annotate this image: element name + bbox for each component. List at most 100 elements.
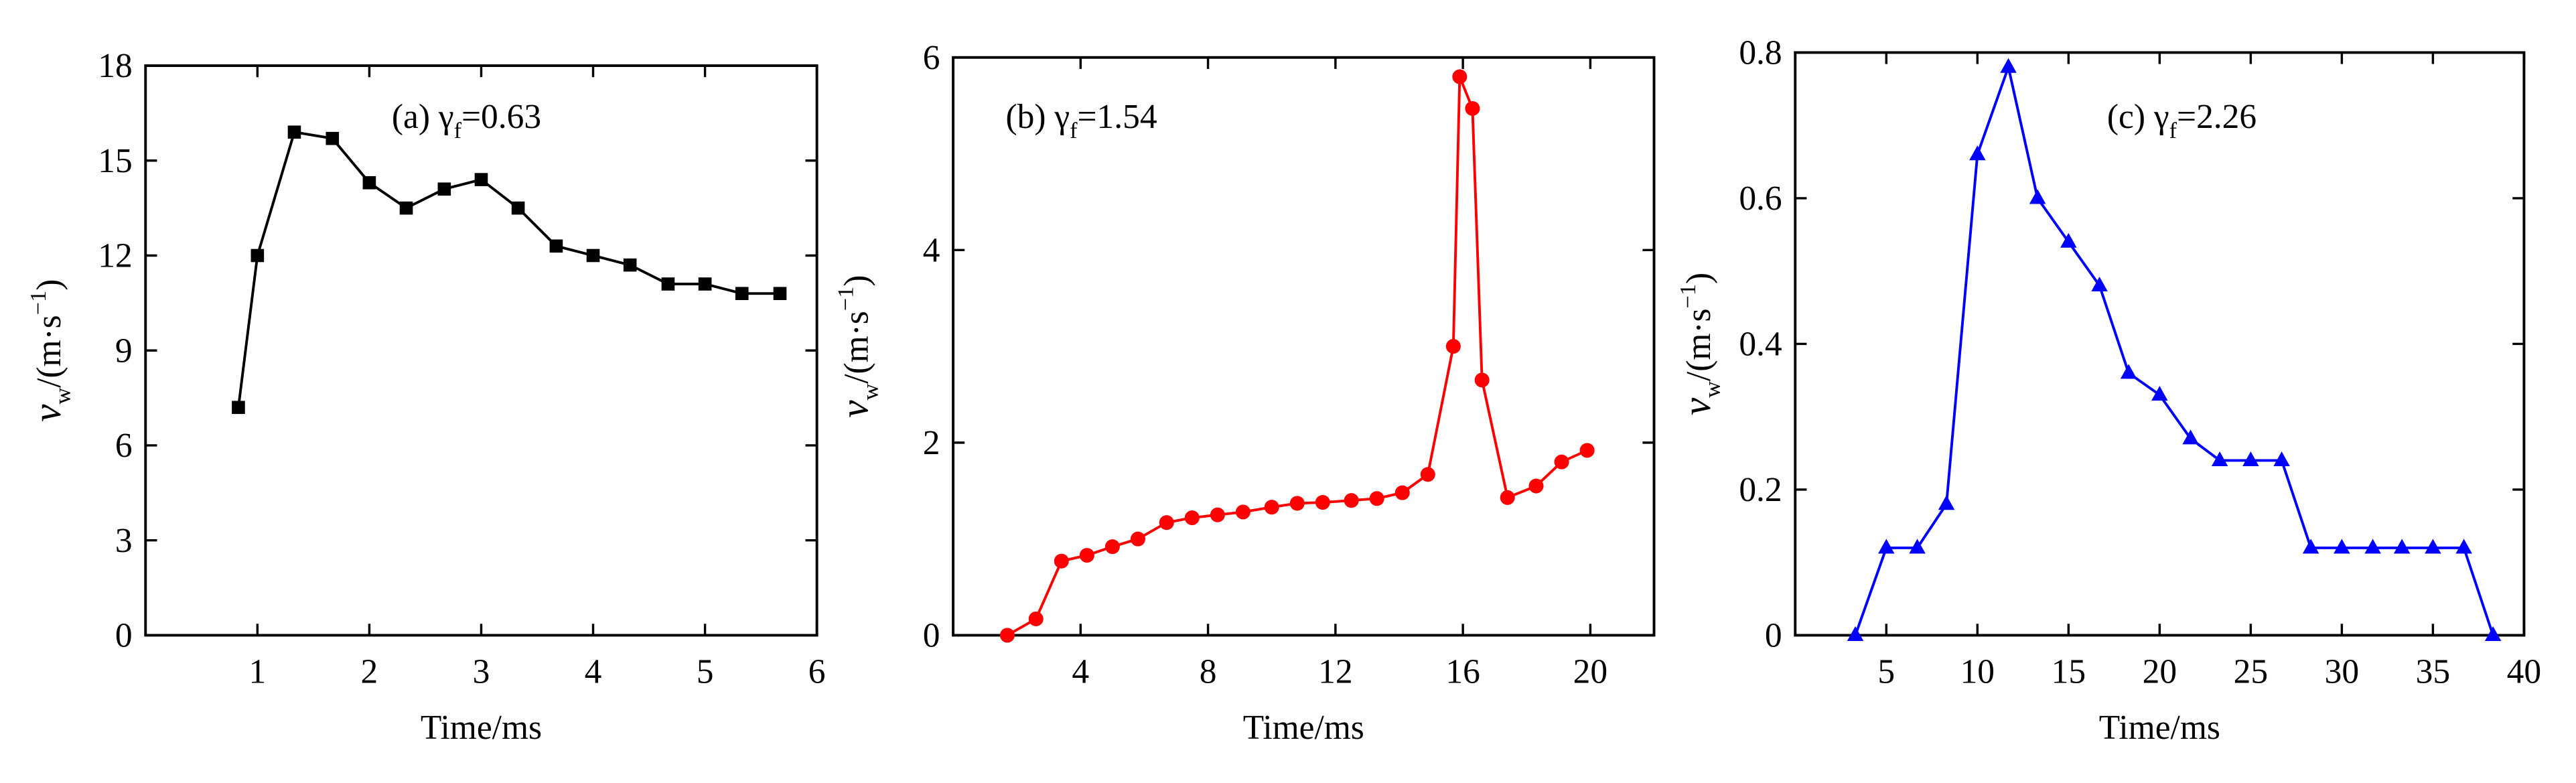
y-axis-label: vw/(m·s−1) [25,279,76,422]
y-label-unit: /(m·s [1680,308,1718,381]
marker [1159,515,1174,530]
panel: 0 0.2 0.4 0.6 0.8 5 10 15 20 25 30 35 40 Time/ms vw/(m… [1675,34,2541,747]
y-label-sup: −1 [25,291,51,315]
marker [2000,58,2017,73]
marker [2182,429,2199,445]
x-tick-label: 3 [473,653,490,691]
marker [326,131,340,145]
y-label-unit: /(m·s [30,315,68,388]
marker [1452,69,1468,84]
marker [1500,490,1515,505]
marker [1264,500,1279,515]
x-tick-label: 35 [2416,653,2450,691]
y-tick-label: 18 [98,47,132,85]
annotation-value: =0.63 [461,98,541,136]
y-label-sub: w [1700,381,1725,398]
marker [474,173,488,186]
y-tick-label: 15 [98,142,132,180]
marker [1184,510,1200,526]
marker [1394,485,1410,500]
y-tick-label: 6 [923,39,940,77]
marker [1445,339,1461,354]
annotation-value: =2.26 [2177,98,2257,136]
marker [1104,539,1120,555]
x-tick-label: 10 [1960,653,1995,691]
y-label-unit: /(m·s [838,311,876,384]
x-tick-label: 20 [1573,653,1607,691]
x-tick-label: 2 [361,653,378,691]
annotation-sub: f [2169,118,2177,143]
y-label-sup: −1 [1675,284,1701,308]
marker [773,287,787,300]
x-tick-label: 4 [585,653,602,691]
marker [399,201,413,215]
x-tick-label: 25 [2234,653,2268,691]
marker [1344,493,1359,508]
x-axis-label: Time/ms [2099,709,2220,747]
marker [1465,100,1480,117]
marker [2273,451,2290,467]
marker [1878,539,1895,554]
x-tick-label: 5 [697,653,714,691]
marker [1235,504,1250,520]
marker [1130,531,1145,547]
x-tick-label: 40 [2507,653,2541,691]
y-tick-label: 0 [115,617,133,655]
marker [999,628,1015,643]
marker [2242,451,2259,467]
y-axis-label: vw/(m·s−1) [833,275,883,418]
marker [549,239,563,253]
y-label-sub: w [857,384,883,401]
marker [1969,145,1986,161]
marker [251,248,265,263]
marker [1528,478,1544,494]
annotation: (a) γf=0.63 [392,98,541,143]
y-tick-label: 2 [923,424,940,462]
marker [2302,539,2319,554]
marker [1938,495,1955,510]
y-tick-label: 9 [115,332,133,370]
marker [1054,553,1069,569]
marker [2091,276,2108,292]
y-tick-label: 0.4 [1739,326,1782,364]
marker [1579,443,1595,458]
marker [2120,364,2137,379]
y-tick-label: 4 [923,231,940,269]
y-tick-label: 0.6 [1739,180,1782,218]
marker [437,182,451,196]
marker [2334,539,2350,554]
marker [1210,507,1225,522]
y-tick-label: 0.2 [1739,471,1782,509]
marker [232,401,245,415]
x-tick-label: 4 [1072,653,1089,691]
marker [1028,611,1044,627]
marker [1420,467,1435,482]
annotation-text: (b) γ [1005,98,1070,136]
marker [2393,539,2411,554]
x-tick-label: 20 [2143,653,2177,691]
y-axis-label: vw/(m·s−1) [1675,273,1725,415]
marker [1847,626,1864,642]
marker [511,201,525,215]
marker [2364,539,2381,554]
marker [2029,189,2046,204]
marker [287,125,301,139]
annotation-sub: f [1070,118,1078,143]
y-label-end: ) [30,279,68,291]
x-tick-label: 16 [1445,653,1480,691]
marker [2484,626,2502,642]
y-tick-label: 12 [98,237,132,275]
x-tick-label: 30 [2325,653,2359,691]
y-tick-label: 6 [115,427,133,465]
marker [1369,491,1384,506]
marker [2425,539,2441,554]
x-tick-label: 12 [1318,653,1352,691]
x-tick-label: 1 [248,653,266,691]
marker [2151,386,2168,401]
marker [623,258,637,272]
data-line [1006,76,1588,637]
marker [2060,232,2077,248]
annotation-text: (a) γ [392,98,454,136]
marker [362,176,376,190]
